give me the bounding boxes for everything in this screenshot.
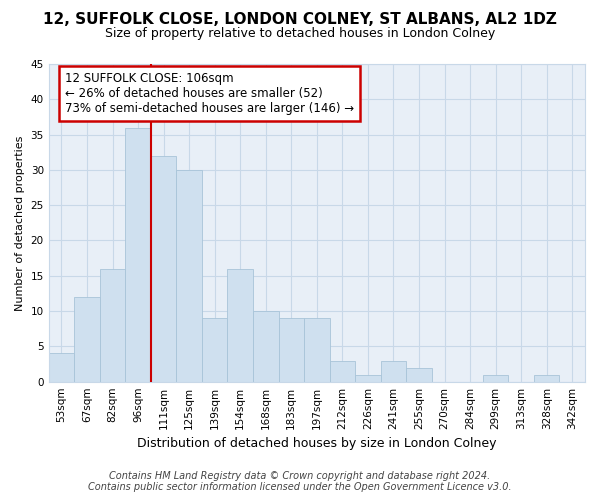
Bar xyxy=(202,318,227,382)
Y-axis label: Number of detached properties: Number of detached properties xyxy=(15,135,25,310)
Bar xyxy=(304,318,329,382)
Text: Contains HM Land Registry data © Crown copyright and database right 2024.
Contai: Contains HM Land Registry data © Crown c… xyxy=(88,471,512,492)
Bar xyxy=(176,170,202,382)
Text: 12, SUFFOLK CLOSE, LONDON COLNEY, ST ALBANS, AL2 1DZ: 12, SUFFOLK CLOSE, LONDON COLNEY, ST ALB… xyxy=(43,12,557,28)
Bar xyxy=(253,311,278,382)
Bar xyxy=(380,360,406,382)
Bar xyxy=(329,360,355,382)
Text: 12 SUFFOLK CLOSE: 106sqm
← 26% of detached houses are smaller (52)
73% of semi-d: 12 SUFFOLK CLOSE: 106sqm ← 26% of detach… xyxy=(65,72,354,115)
Bar xyxy=(355,374,380,382)
Bar xyxy=(227,268,253,382)
Bar xyxy=(151,156,176,382)
Bar xyxy=(483,374,508,382)
Bar xyxy=(125,128,151,382)
Bar xyxy=(406,368,432,382)
Bar xyxy=(49,354,74,382)
X-axis label: Distribution of detached houses by size in London Colney: Distribution of detached houses by size … xyxy=(137,437,497,450)
Bar xyxy=(278,318,304,382)
Bar xyxy=(100,268,125,382)
Bar xyxy=(534,374,559,382)
Bar xyxy=(74,297,100,382)
Text: Size of property relative to detached houses in London Colney: Size of property relative to detached ho… xyxy=(105,28,495,40)
